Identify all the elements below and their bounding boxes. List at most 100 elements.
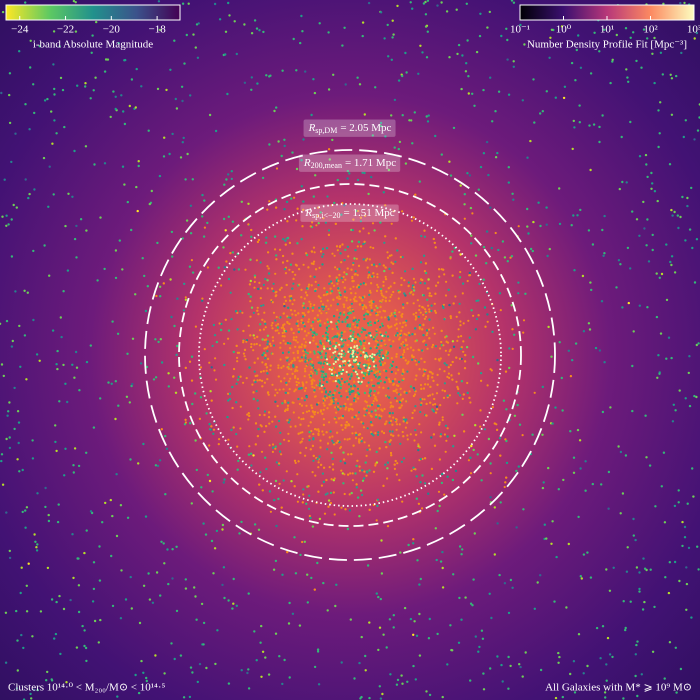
galaxy-point (357, 397, 360, 400)
galaxy-point (341, 382, 344, 385)
galaxy-point (423, 398, 426, 401)
galaxy-point (343, 303, 346, 306)
galaxy-point (175, 353, 178, 356)
galaxy-point (329, 430, 332, 433)
galaxy-point (332, 73, 335, 77)
galaxy-point (418, 180, 421, 183)
galaxy-point (391, 423, 394, 426)
galaxy-point (74, 1, 77, 4)
galaxy-point (433, 302, 436, 305)
galaxy-point (422, 294, 425, 297)
galaxy-point (338, 391, 341, 394)
galaxy-point (202, 621, 206, 625)
galaxy-point (145, 679, 148, 683)
galaxy-point (344, 362, 347, 365)
galaxy-point (79, 218, 83, 221)
galaxy-point (374, 409, 377, 412)
galaxy-point (397, 79, 401, 82)
galaxy-point (367, 394, 370, 397)
galaxy-point (357, 284, 360, 287)
galaxy-point (334, 335, 337, 338)
galaxy-point (271, 327, 274, 330)
galaxy-point (403, 344, 406, 347)
galaxy-point (368, 391, 371, 394)
galaxy-point (358, 433, 362, 436)
galaxy-point (306, 359, 309, 362)
galaxy-point (302, 493, 305, 496)
galaxy-point (293, 357, 296, 360)
galaxy-point (252, 349, 255, 352)
galaxy-point (435, 392, 439, 395)
galaxy-point (629, 267, 632, 270)
galaxy-point (374, 86, 377, 89)
galaxy-point (425, 115, 428, 118)
galaxy-point (222, 566, 226, 569)
galaxy-point (349, 323, 352, 326)
galaxy-point (222, 217, 226, 221)
galaxy-point (681, 520, 684, 524)
galaxy-point (511, 192, 514, 195)
galaxy-point (218, 438, 221, 441)
galaxy-point (353, 300, 356, 303)
galaxy-point (359, 382, 362, 385)
galaxy-point (670, 77, 674, 80)
galaxy-point (438, 347, 442, 350)
galaxy-point (688, 228, 692, 231)
galaxy-point (312, 78, 315, 81)
galaxy-point (338, 343, 341, 346)
galaxy-point (322, 397, 325, 400)
galaxy-point (686, 204, 689, 208)
galaxy-point (398, 380, 401, 384)
galaxy-point (103, 162, 107, 165)
galaxy-point (275, 254, 278, 257)
galaxy-point (485, 230, 489, 233)
galaxy-point (655, 315, 659, 319)
galaxy-point (99, 618, 102, 622)
galaxy-point (96, 279, 99, 282)
galaxy-point (351, 333, 355, 336)
galaxy-point (392, 33, 395, 36)
galaxy-point (62, 363, 65, 367)
galaxy-point (224, 229, 227, 232)
galaxy-point (449, 363, 452, 367)
galaxy-point (670, 255, 674, 258)
galaxy-point (84, 646, 88, 650)
galaxy-point (261, 318, 264, 321)
galaxy-point (374, 375, 377, 378)
galaxy-point (518, 423, 522, 426)
galaxy-point (603, 691, 607, 694)
galaxy-point (359, 216, 362, 219)
galaxy-point (226, 92, 229, 96)
galaxy-point (297, 432, 300, 435)
galaxy-point (196, 680, 199, 684)
galaxy-point (271, 336, 274, 339)
galaxy-point (400, 460, 403, 463)
galaxy-point (369, 404, 372, 407)
galaxy-point (432, 326, 435, 329)
galaxy-point (302, 350, 305, 353)
galaxy-point (457, 641, 461, 644)
galaxy-point (333, 315, 336, 318)
galaxy-point (54, 632, 58, 636)
galaxy-point (459, 184, 462, 187)
galaxy-point (456, 339, 459, 342)
galaxy-point (24, 1, 27, 4)
galaxy-point (558, 222, 562, 226)
galaxy-point (576, 214, 579, 217)
galaxy-point (272, 290, 275, 293)
galaxy-point (342, 275, 345, 279)
galaxy-point (222, 481, 225, 484)
galaxy-point (380, 539, 383, 542)
galaxy-point (327, 88, 331, 91)
galaxy-point (554, 96, 557, 99)
galaxy-point (390, 357, 393, 360)
galaxy-point (383, 339, 386, 342)
galaxy-point (272, 568, 276, 571)
label-box (298, 154, 401, 172)
galaxy-point (253, 337, 256, 340)
radius-label: Rsp,DM = 2.05 Mpc (308, 122, 392, 135)
galaxy-point (625, 181, 628, 184)
galaxy-point (346, 245, 349, 248)
galaxy-point (522, 508, 525, 511)
galaxy-point (541, 486, 545, 490)
